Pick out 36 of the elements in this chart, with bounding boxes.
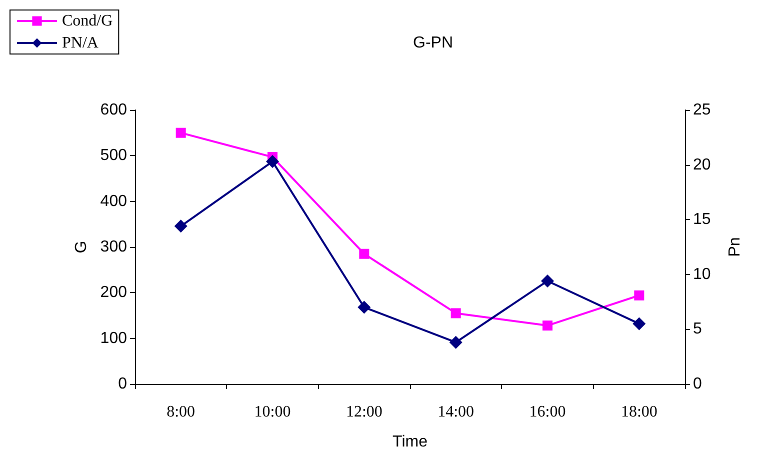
- y2-axis-title: Pn: [726, 237, 744, 257]
- legend-label: Cond/G: [62, 12, 114, 30]
- y2-tick-label: 10: [693, 266, 711, 283]
- y-tick-label: 100: [100, 330, 128, 347]
- y-tick-label: 200: [100, 284, 128, 302]
- y-tick-label: 600: [100, 102, 128, 118]
- y-axis-title: G: [72, 240, 90, 254]
- point: [541, 274, 554, 288]
- point: [174, 220, 188, 233]
- point: [632, 317, 646, 330]
- point: [449, 336, 462, 349]
- y-tick-label: 400: [100, 192, 128, 210]
- x-tick-label: 10:00: [254, 404, 291, 420]
- y2-tick-label: 25: [693, 102, 711, 118]
- chart-title: G-PN: [413, 34, 453, 52]
- point: [542, 320, 552, 331]
- legend-label: PN/A: [62, 34, 99, 52]
- x-tick-label: 8:00: [166, 404, 196, 420]
- y2-tick-label: 5: [693, 320, 702, 338]
- point: [176, 128, 186, 138]
- x-tick-label: 18:00: [620, 404, 658, 420]
- y2-tick-label: 20: [693, 156, 711, 174]
- point: [358, 300, 371, 314]
- point: [634, 290, 644, 300]
- x-axis-title: Time: [392, 434, 428, 450]
- y2-tick-label: 15: [693, 211, 711, 228]
- point: [450, 308, 461, 318]
- x-tick-label: 16:00: [529, 404, 566, 420]
- point: [359, 248, 370, 259]
- y-tick-label: 0: [118, 376, 128, 392]
- point: [266, 155, 279, 168]
- y2-tick-label: 0: [693, 376, 702, 392]
- y-tick-label: 500: [100, 147, 128, 164]
- x-tick-label: 12:00: [346, 404, 382, 420]
- x-tick-label: 14:00: [438, 404, 474, 420]
- y-tick-label: 300: [100, 238, 128, 256]
